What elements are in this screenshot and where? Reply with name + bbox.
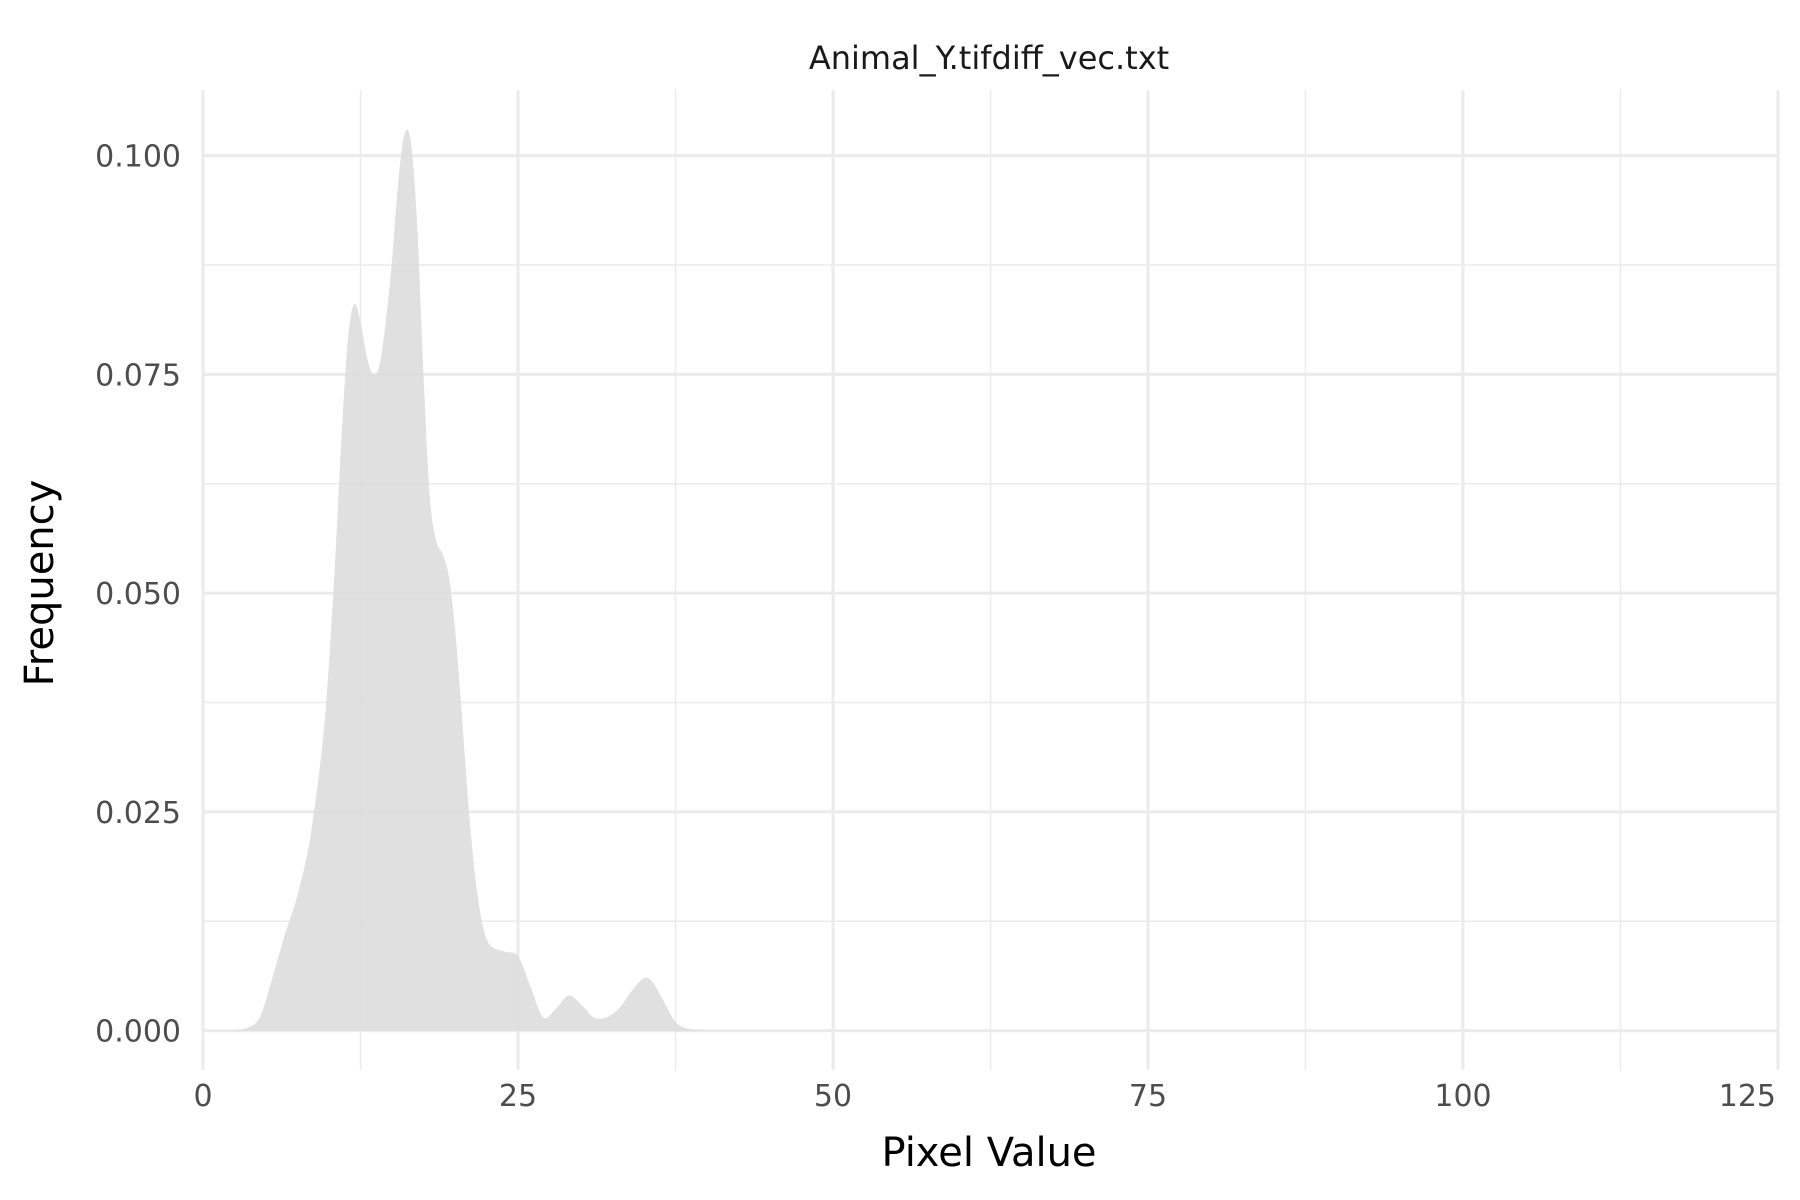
x-axis-tick-labels: 0 25 50 75 100 125 xyxy=(193,1079,1776,1114)
x-tick-label: 100 xyxy=(1434,1079,1491,1114)
x-tick-label: 25 xyxy=(499,1079,537,1114)
x-tick-label: 0 xyxy=(193,1079,212,1114)
y-tick-label: 0.025 xyxy=(95,796,181,831)
y-tick-label: 0.050 xyxy=(95,577,181,612)
x-tick-label: 50 xyxy=(814,1079,852,1114)
y-tick-label: 0.000 xyxy=(95,1015,181,1050)
x-tick-label: 75 xyxy=(1129,1079,1167,1114)
x-tick-label: 125 xyxy=(1719,1079,1776,1114)
y-axis-title: Frequency xyxy=(17,480,63,687)
density-area-0 xyxy=(234,129,707,1031)
y-axis-tick-labels: 0.000 0.025 0.050 0.075 0.100 xyxy=(95,140,181,1050)
chart-title: Animal_Y.tifdiff_vec.txt xyxy=(809,39,1169,77)
x-axis-title: Pixel Value xyxy=(881,1130,1096,1176)
major-gridlines xyxy=(201,90,1780,1070)
y-tick-label: 0.100 xyxy=(95,140,181,175)
density-series xyxy=(234,129,707,1031)
y-tick-label: 0.075 xyxy=(95,358,181,393)
